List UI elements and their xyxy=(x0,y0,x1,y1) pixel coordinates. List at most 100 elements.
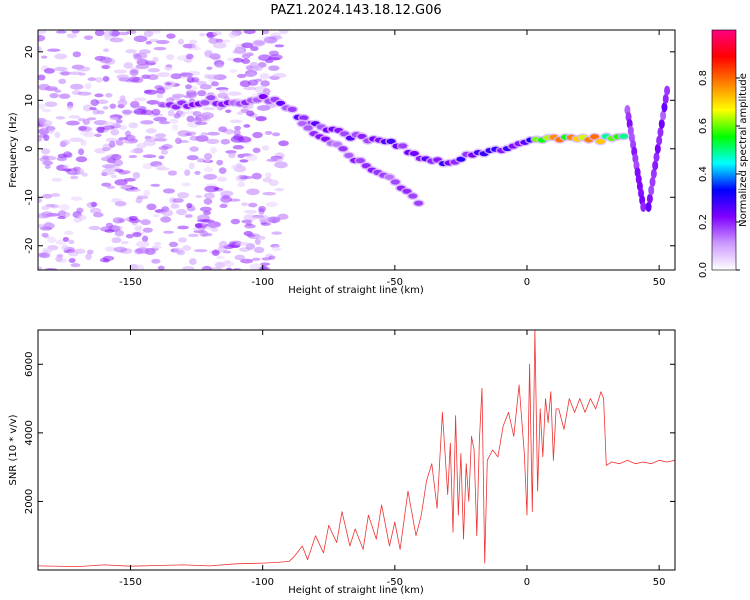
snr-frame xyxy=(37,329,676,571)
heatmap-cell xyxy=(71,30,80,34)
heatmap-cell xyxy=(271,218,278,224)
heatmap-cell xyxy=(220,138,231,145)
heatmap-cell xyxy=(146,203,157,211)
heatmap-cell xyxy=(151,258,161,264)
heatmap-cell xyxy=(167,109,175,117)
heatmap-cell xyxy=(254,40,266,45)
colorbar: 0.0 0.2 0.4 0.6 0.8 Normalized spectral ampl… xyxy=(698,29,749,278)
spectrogram-ytick-label: 10 xyxy=(24,94,35,107)
heatmap-cell xyxy=(160,149,169,155)
heatmap-cell xyxy=(268,65,280,71)
heatmap-cell xyxy=(80,131,89,136)
heatmap-cell xyxy=(200,100,210,106)
colorbar-label: Normalized spectral amplitude xyxy=(738,73,749,227)
heatmap-cell xyxy=(40,55,48,59)
heatmap-cell xyxy=(176,250,186,256)
heatmap-cell xyxy=(104,229,115,233)
heatmap-cell xyxy=(55,256,63,262)
heatmap-cell xyxy=(54,131,61,139)
heatmap-cell xyxy=(149,38,159,43)
heatmap-cell xyxy=(246,188,260,196)
spectrogram-ylabel: Frequency (Hz) xyxy=(8,112,19,188)
heatmap-cell xyxy=(131,100,140,108)
heatmap-cell xyxy=(195,121,208,126)
heatmap-cell xyxy=(652,160,659,171)
heatmap-cell xyxy=(50,193,61,198)
heatmap-cell xyxy=(145,40,152,45)
heatmap-cell xyxy=(414,200,424,206)
heatmap-cell xyxy=(84,82,92,90)
heatmap-cell xyxy=(653,152,660,163)
heatmap-cell xyxy=(177,191,190,199)
heatmap-cell xyxy=(274,161,288,169)
colorbar-gradient xyxy=(712,30,736,270)
heatmap-cell xyxy=(110,174,117,179)
heatmap-cell xyxy=(181,182,192,187)
heatmap-cell xyxy=(264,130,273,135)
heatmap-cell xyxy=(70,263,81,268)
heatmap-cell xyxy=(39,252,51,259)
heatmap-cell xyxy=(113,225,123,231)
heatmap-cell xyxy=(145,62,156,66)
heatmap-cell xyxy=(272,132,281,137)
heatmap-cell xyxy=(246,154,258,161)
heatmap-cell xyxy=(152,56,159,63)
heatmap-cell xyxy=(274,44,285,48)
heatmap-cell xyxy=(94,133,102,138)
heatmap-cell xyxy=(115,119,123,124)
heatmap-cell xyxy=(154,209,163,213)
heatmap-cell xyxy=(231,163,244,171)
heatmap-cell xyxy=(249,263,262,270)
snr-ytick-label: 6000 xyxy=(24,352,35,377)
heatmap-cell xyxy=(166,33,176,39)
heatmap-cell xyxy=(117,99,128,107)
heatmap-cell xyxy=(147,74,159,81)
heatmap-cell xyxy=(68,239,75,244)
heatmap-cell xyxy=(203,198,213,205)
heatmap-cell xyxy=(38,74,46,81)
heatmap-cell xyxy=(192,110,202,117)
heatmap-cell xyxy=(186,202,193,209)
heatmap-cell xyxy=(153,213,160,218)
heatmap-cell xyxy=(212,31,223,36)
heatmap-cell xyxy=(54,66,68,72)
heatmap-cell xyxy=(299,115,309,121)
heatmap-cell xyxy=(78,148,85,156)
heatmap-cell xyxy=(112,217,124,224)
heatmap-cell xyxy=(102,259,111,263)
heatmap-cell xyxy=(109,103,117,109)
heatmap-cell xyxy=(143,189,151,196)
heatmap-cell xyxy=(76,168,85,174)
heatmap-cell xyxy=(225,109,232,114)
heatmap-cell xyxy=(132,52,141,57)
heatmap-cell xyxy=(261,145,270,151)
heatmap-cell xyxy=(54,53,68,60)
spectrogram-xtick-label: -50 xyxy=(387,277,403,288)
spectrogram-xtick-label: -150 xyxy=(119,277,142,288)
heatmap-cell xyxy=(105,92,113,98)
heatmap-cell xyxy=(83,35,94,40)
heatmap-cell xyxy=(241,42,254,49)
heatmap-cell xyxy=(188,162,195,170)
heatmap-cell xyxy=(188,233,199,238)
heatmap-cell xyxy=(145,128,157,134)
heatmap-cell xyxy=(94,93,104,98)
heatmap-cell xyxy=(203,210,211,216)
heatmap-cell xyxy=(110,129,120,136)
heatmap-cell xyxy=(129,149,137,153)
heatmap-cell xyxy=(263,36,278,44)
heatmap-cell xyxy=(119,124,127,131)
heatmap-cell xyxy=(619,133,629,139)
heatmap-cell xyxy=(90,99,100,106)
heatmap-cell xyxy=(232,50,240,54)
heatmap-cell xyxy=(55,30,67,34)
snr-xtick-label: 0 xyxy=(524,577,530,588)
snr-xtick-label: -150 xyxy=(119,577,142,588)
heatmap-cell xyxy=(155,164,166,171)
heatmap-cell xyxy=(158,155,165,160)
heatmap-cell xyxy=(114,201,127,207)
heatmap-cell xyxy=(58,78,67,85)
snr-ytick-label: 2000 xyxy=(24,489,35,514)
heatmap-cell xyxy=(219,203,228,209)
